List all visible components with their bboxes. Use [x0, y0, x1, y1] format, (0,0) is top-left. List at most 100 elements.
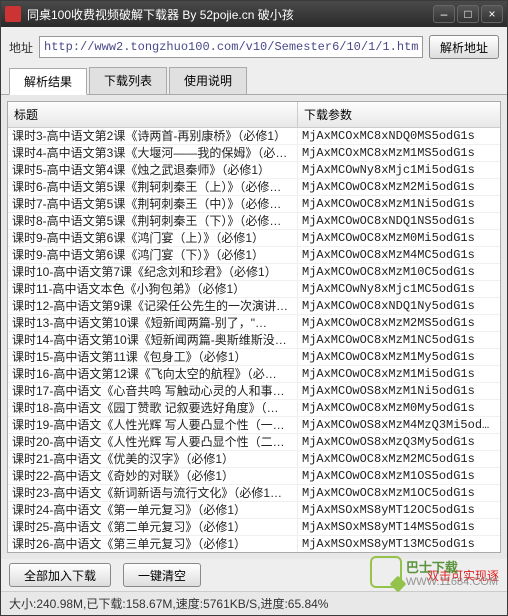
app-window: 同桌100收费视频破解下载器 By 52pojie.cn 破小孩 – □ × 地…: [0, 0, 508, 616]
row-param: MjAxMCOwOC8xMzM1NC5odG1s: [298, 332, 500, 348]
row-title: 课时14-高中语文第10课《短新闻两篇-奥斯维斯没…: [8, 332, 298, 348]
row-title: 课时24-高中语文《第一单元复习》（必修1）: [8, 502, 298, 518]
row-param: MjAxMCOxMC8xMzM1MS5odG1s: [298, 145, 500, 161]
row-title: 课时5-高中语文第4课《烛之武退秦师》（必修1）: [8, 162, 298, 178]
row-param: MjAxMCOwOC8xMzM1Ni5odG1s: [298, 196, 500, 212]
table-row[interactable]: 课时15-高中语文第11课《包身工》（必修1）MjAxMCOwOC8xMzM1M…: [8, 349, 500, 366]
row-title: 课时15-高中语文第11课《包身工》（必修1）: [8, 349, 298, 365]
row-param: MjAxMCOwOC8xMzM1OC5odG1s: [298, 485, 500, 501]
row-param: MjAxMSOxMS8yMT14MS5odG1s: [298, 519, 500, 535]
row-param: MjAxMCOwOC8xMzM1My5odG1s: [298, 349, 500, 365]
tab-downloads[interactable]: 下载列表: [89, 67, 167, 94]
row-title: 课时16-高中语文第12课《飞向太空的航程》（必…: [8, 366, 298, 382]
bottom-toolbar: 全部加入下载 一键清空 双击可实现逐: [1, 559, 507, 591]
row-title: 课时22-高中语文《奇妙的对联》（必修1）: [8, 468, 298, 484]
col-param-header[interactable]: 下载参数: [298, 102, 500, 127]
row-param: MjAxMSOxMS8yMT12OC5odG1s: [298, 502, 500, 518]
app-icon: [5, 6, 21, 22]
row-param: MjAxMCOwOS8xMzM4MzQ3Mi5odG1s: [298, 417, 500, 433]
table-row[interactable]: 课时26-高中语文《第三单元复习》（必修1）MjAxMSOxMS8yMT13MC…: [8, 536, 500, 553]
row-param: MjAxMCOwOC8xMzM10C5odG1s: [298, 264, 500, 280]
row-param: MjAxMCOwOS8xMzQ3My5odG1s: [298, 434, 500, 450]
row-title: 课时20-高中语文《人性光辉 写人要凸显个性（二…: [8, 434, 298, 450]
table-row[interactable]: 课时9-高中语文第6课《鸿门宴（下）》（必修1）MjAxMCOwOC8xMzM4…: [8, 247, 500, 264]
table-row[interactable]: 课时18-高中语文《园丁赞歌 记叙要选好角度》（…MjAxMCOwOC8xMzM…: [8, 400, 500, 417]
tab-help[interactable]: 使用说明: [169, 67, 247, 94]
dblclick-hint: 双击可实现逐: [427, 567, 499, 584]
address-bar: 地址 解析地址: [1, 27, 507, 67]
table-row[interactable]: 课时6-高中语文第5课《荆轲刺秦王（上）》（必修…MjAxMCOwOC8xMzM…: [8, 179, 500, 196]
row-title: 课时7-高中语文第5课《荆轲刺秦王（中）》（必修…: [8, 196, 298, 212]
table-row[interactable]: 课时20-高中语文《人性光辉 写人要凸显个性（二…MjAxMCOwOS8xMzQ…: [8, 434, 500, 451]
row-param: MjAxMCOwOC8xMzM2Mi5odG1s: [298, 179, 500, 195]
table-row[interactable]: 课时13-高中语文第10课《短新闻两篇-别了，"…MjAxMCOwOC8xMzM…: [8, 315, 500, 332]
status-bar: 大小:240.98M,已下载:158.67M,速度:5761KB/S,进度:65…: [1, 591, 507, 615]
row-param: MjAxMCOwNy8xMjc1Mi5odG1s: [298, 162, 500, 178]
window-controls: – □ ×: [433, 5, 503, 23]
table-row[interactable]: 课时11-高中语文本色《小狗包弟》（必修1）MjAxMCOwNy8xMjc1MC…: [8, 281, 500, 298]
row-title: 课时9-高中语文第6课《鸿门宴（上）》（必修1）: [8, 230, 298, 246]
row-title: 课时21-高中语文《优美的汉字》（必修1）: [8, 451, 298, 467]
row-param: MjAxMCOwOC8xMzM1Mi5odG1s: [298, 366, 500, 382]
parse-button[interactable]: 解析地址: [429, 35, 499, 59]
table-row[interactable]: 课时9-高中语文第6课《鸿门宴（上）》（必修1）MjAxMCOwOC8xMzM0…: [8, 230, 500, 247]
row-title: 课时8-高中语文第5课《荆轲刺秦王（下）》（必修…: [8, 213, 298, 229]
row-param: MjAxMCOwOC8xMzM2MC5odG1s: [298, 451, 500, 467]
row-param: MjAxMSOxMS8yMT13MC5odG1s: [298, 536, 500, 552]
table-row[interactable]: 课时22-高中语文《奇妙的对联》（必修1）MjAxMCOwOC8xMzM1OS5…: [8, 468, 500, 485]
table-row[interactable]: 课时14-高中语文第10课《短新闻两篇-奥斯维斯没…MjAxMCOwOC8xMz…: [8, 332, 500, 349]
table-row[interactable]: 课时5-高中语文第4课《烛之武退秦师》（必修1）MjAxMCOwNy8xMjc1…: [8, 162, 500, 179]
row-param: MjAxMCOxMC8xNDQ0MS5odG1s: [298, 128, 500, 144]
row-param: MjAxMCOwNy8xMjc1MC5odG1s: [298, 281, 500, 297]
row-title: 课时11-高中语文本色《小狗包弟》（必修1）: [8, 281, 298, 297]
row-param: MjAxMCOwOC8xMzM0My5odG1s: [298, 400, 500, 416]
row-title: 课时18-高中语文《园丁赞歌 记叙要选好角度》（…: [8, 400, 298, 416]
row-title: 课时12-高中语文第9课《记梁任公先生的一次演讲…: [8, 298, 298, 314]
row-title: 课时23-高中语文《新词新语与流行文化》（必修1…: [8, 485, 298, 501]
table-row[interactable]: 课时8-高中语文第5课《荆轲刺秦王（下）》（必修…MjAxMCOwOC8xNDQ…: [8, 213, 500, 230]
row-title: 课时26-高中语文《第三单元复习》（必修1）: [8, 536, 298, 552]
table-row[interactable]: 课时16-高中语文第12课《飞向太空的航程》（必…MjAxMCOwOC8xMzM…: [8, 366, 500, 383]
row-title: 课时25-高中语文《第二单元复习》（必修1）: [8, 519, 298, 535]
address-input[interactable]: [39, 36, 423, 58]
row-title: 课时4-高中语文第3课《大堰河——我的保姆》（必…: [8, 145, 298, 161]
list-header: 标题 下载参数: [8, 102, 500, 128]
row-param: MjAxMCOwOC8xNDQ1NS5odG1s: [298, 213, 500, 229]
row-title: 课时13-高中语文第10课《短新闻两篇-别了，"…: [8, 315, 298, 331]
row-param: MjAxMCOwOC8xMzM0Mi5odG1s: [298, 230, 500, 246]
add-all-button[interactable]: 全部加入下载: [9, 563, 111, 587]
minimize-button[interactable]: –: [433, 5, 455, 23]
row-param: MjAxMCOwOS8xMzM1Ni5odG1s: [298, 383, 500, 399]
row-param: MjAxMCOwOC8xNDQ1Ny5odG1s: [298, 298, 500, 314]
clear-button[interactable]: 一键清空: [123, 563, 201, 587]
result-list[interactable]: 标题 下载参数 课时3-高中语文第2课《诗两首-再别康桥》（必修1）MjAxMC…: [7, 101, 501, 553]
table-row[interactable]: 课时12-高中语文第9课《记梁任公先生的一次演讲…MjAxMCOwOC8xNDQ…: [8, 298, 500, 315]
table-row[interactable]: 课时25-高中语文《第二单元复习》（必修1）MjAxMSOxMS8yMT14MS…: [8, 519, 500, 536]
row-title: 课时19-高中语文《人性光辉 写人要凸显个性（一…: [8, 417, 298, 433]
table-row[interactable]: 课时4-高中语文第3课《大堰河——我的保姆》（必…MjAxMCOxMC8xMzM…: [8, 145, 500, 162]
tab-bar: 解析结果 下载列表 使用说明: [1, 67, 507, 95]
table-row[interactable]: 课时17-高中语文《心音共鸣 写触动心灵的人和事…MjAxMCOwOS8xMzM…: [8, 383, 500, 400]
row-title: 课时6-高中语文第5课《荆轲刺秦王（上）》（必修…: [8, 179, 298, 195]
table-row[interactable]: 课时10-高中语文第7课《纪念刘和珍君》（必修1）MjAxMCOwOC8xMzM…: [8, 264, 500, 281]
table-row[interactable]: 课时7-高中语文第5课《荆轲刺秦王（中）》（必修…MjAxMCOwOC8xMzM…: [8, 196, 500, 213]
table-row[interactable]: 课时21-高中语文《优美的汉字》（必修1）MjAxMCOwOC8xMzM2MC5…: [8, 451, 500, 468]
table-row[interactable]: 课时3-高中语文第2课《诗两首-再别康桥》（必修1）MjAxMCOxMC8xND…: [8, 128, 500, 145]
window-title: 同桌100收费视频破解下载器 By 52pojie.cn 破小孩: [27, 6, 433, 23]
address-label: 地址: [9, 39, 33, 56]
col-title-header[interactable]: 标题: [8, 102, 298, 127]
table-row[interactable]: 课时23-高中语文《新词新语与流行文化》（必修1…MjAxMCOwOC8xMzM…: [8, 485, 500, 502]
row-param: MjAxMCOwOC8xMzM1OS5odG1s: [298, 468, 500, 484]
row-title: 课时10-高中语文第7课《纪念刘和珍君》（必修1）: [8, 264, 298, 280]
row-title: 课时9-高中语文第6课《鸿门宴（下）》（必修1）: [8, 247, 298, 263]
close-button[interactable]: ×: [481, 5, 503, 23]
table-row[interactable]: 课时24-高中语文《第一单元复习》（必修1）MjAxMSOxMS8yMT12OC…: [8, 502, 500, 519]
maximize-button[interactable]: □: [457, 5, 479, 23]
table-row[interactable]: 课时19-高中语文《人性光辉 写人要凸显个性（一…MjAxMCOwOS8xMzM…: [8, 417, 500, 434]
titlebar: 同桌100收费视频破解下载器 By 52pojie.cn 破小孩 – □ ×: [1, 1, 507, 27]
tab-results[interactable]: 解析结果: [9, 68, 87, 95]
row-title: 课时3-高中语文第2课《诗两首-再别康桥》（必修1）: [8, 128, 298, 144]
row-param: MjAxMCOwOC8xMzM4MC5odG1s: [298, 247, 500, 263]
row-param: MjAxMCOwOC8xMzM2MS5odG1s: [298, 315, 500, 331]
row-title: 课时17-高中语文《心音共鸣 写触动心灵的人和事…: [8, 383, 298, 399]
